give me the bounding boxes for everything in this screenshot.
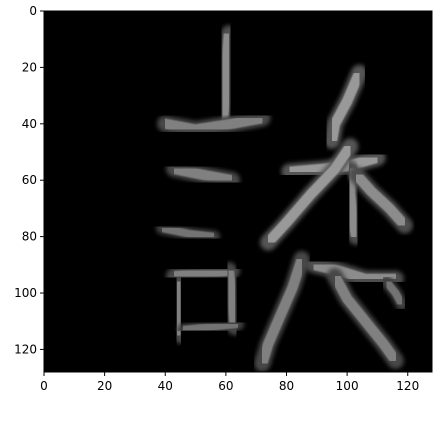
x-tick-label: 60: [218, 379, 233, 393]
stroke-bottom-small: [382, 277, 406, 309]
x-tick-label: 20: [97, 379, 112, 393]
stroke-bottom-horizontal: [308, 259, 401, 285]
y-tick-label: 20: [22, 60, 37, 74]
stroke-bottom-left-diag: [257, 254, 307, 369]
y-tick-label: 60: [22, 173, 37, 187]
stroke-right-center-vertical: [345, 163, 362, 242]
stroke-top-horizontal: [160, 113, 268, 135]
y-tick-label: 120: [14, 342, 37, 356]
stroke-middle-horizontal: [169, 163, 238, 186]
x-tick-label: 40: [158, 379, 173, 393]
x-tick-label: 0: [40, 379, 48, 393]
stroke-right-right-diag: [351, 169, 410, 231]
x-axis: 0 20 40 60 80 100 120: [40, 372, 419, 393]
y-tick-label: 0: [29, 4, 37, 18]
stroke-box-bottom: [179, 320, 242, 334]
y-axis: 0 20 40 60 80 100 120: [14, 4, 44, 356]
x-tick-label: 80: [279, 379, 294, 393]
x-tick-label: 100: [336, 379, 359, 393]
stroke-right-top-slope: [326, 67, 365, 146]
stroke-box-right: [223, 265, 241, 333]
y-tick-label: 100: [14, 286, 37, 300]
stroke-bottom-right-diag: [329, 270, 401, 366]
stroke-lower-horizontal: [158, 224, 218, 241]
x-tick-label: 120: [396, 379, 419, 393]
y-tick-label: 40: [22, 117, 37, 131]
stroke-right-left-diag: [263, 141, 356, 248]
stroke-top-vertical: [217, 28, 235, 124]
y-tick-label: 80: [22, 230, 37, 244]
axes-frame: [43, 10, 433, 373]
character-strokes: [156, 25, 413, 372]
